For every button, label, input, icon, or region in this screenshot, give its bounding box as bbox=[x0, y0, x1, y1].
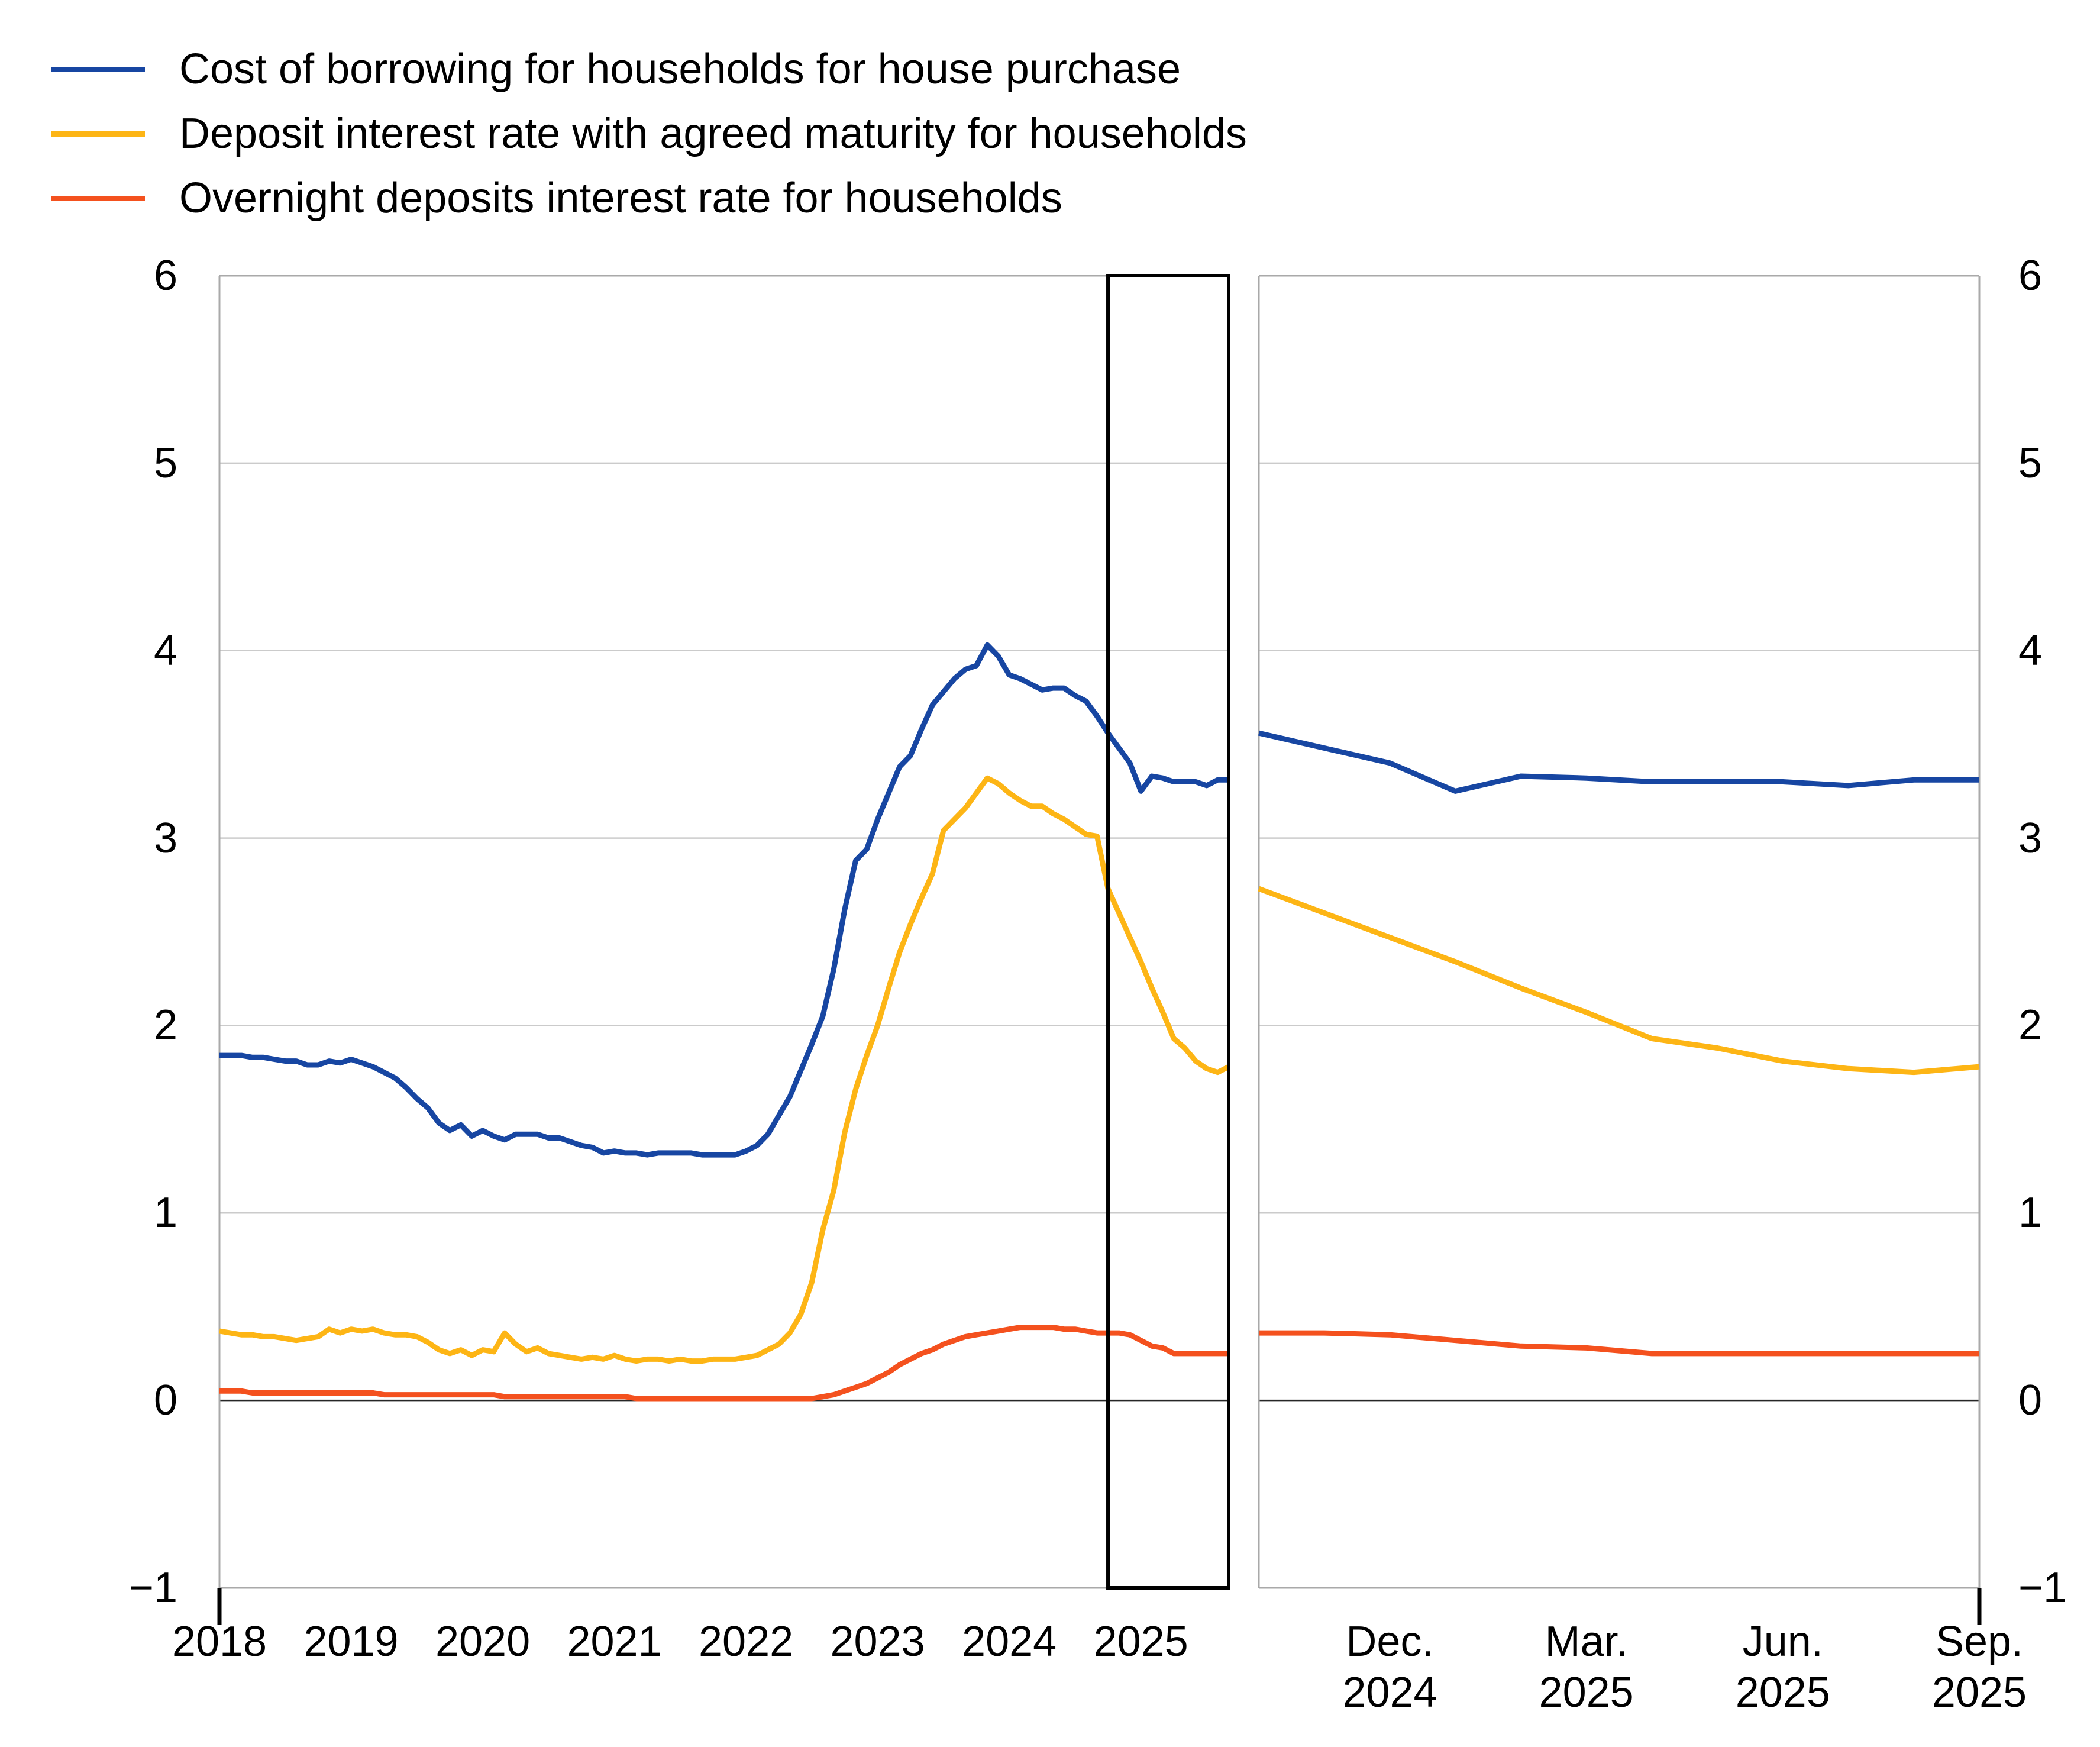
x-tick-label-2020: 2020 bbox=[435, 1618, 531, 1665]
x-tick-label-Dec.-2024: Dec. 2024 bbox=[1342, 1618, 1437, 1716]
legend-item-overnight-deposits: Overnight deposits interest rate for hou… bbox=[51, 170, 1062, 227]
x-tick-label-2022: 2022 bbox=[698, 1618, 794, 1665]
legend-item-cost-of-borrowing: Cost of borrowing for households for hou… bbox=[51, 41, 1181, 98]
legend-label: Overnight deposits interest rate for hou… bbox=[179, 175, 1062, 222]
legend-label: Deposit interest rate with agreed maturi… bbox=[179, 110, 1247, 157]
x-tick-label-2024: 2024 bbox=[962, 1618, 1057, 1665]
x-tick-label-2025: 2025 bbox=[1093, 1618, 1188, 1665]
y-tick-label-right-3: 3 bbox=[2018, 814, 2043, 862]
legend-line-swatch-yellow bbox=[51, 131, 145, 137]
y-tick-label-left-0: 0 bbox=[153, 1377, 177, 1425]
y-tick-label-right-4: 4 bbox=[2018, 627, 2043, 674]
series-line-cost-of-borrowing-panel2 bbox=[1258, 730, 1979, 794]
x-tick-label-Mar.-2025: Mar. 2025 bbox=[1539, 1618, 1634, 1716]
series-line-overnight-deposits-panel1 bbox=[219, 1325, 1229, 1402]
y-tick-label-left-−1: −1 bbox=[128, 1564, 177, 1612]
y-tick-label-right-5: 5 bbox=[2018, 439, 2043, 487]
x-tick-label-2023: 2023 bbox=[830, 1618, 925, 1665]
x-tick-label-2018: 2018 bbox=[172, 1618, 267, 1665]
series-line-cost-of-borrowing-panel1 bbox=[219, 642, 1229, 1158]
y-tick-label-left-1: 1 bbox=[153, 1189, 177, 1237]
y-tick-label-left-2: 2 bbox=[153, 1002, 177, 1050]
y-tick-label-left-3: 3 bbox=[153, 814, 177, 862]
y-tick-label-right-2: 2 bbox=[2018, 1002, 2043, 1050]
x-tick-label-2021: 2021 bbox=[567, 1618, 662, 1665]
series-line-deposit-agreed-maturity-panel2 bbox=[1258, 886, 1980, 1076]
series-line-overnight-deposits-panel2 bbox=[1259, 1330, 1979, 1357]
legend-item-deposit-agreed-maturity: Deposit interest rate with agreed maturi… bbox=[51, 105, 1247, 162]
y-tick-label-left-5: 5 bbox=[153, 439, 177, 487]
x-tick-label-Sep.-2025: Sep. 2025 bbox=[1931, 1618, 2027, 1716]
y-tick-label-right-0: 0 bbox=[2018, 1377, 2043, 1425]
y-tick-label-right-−1: −1 bbox=[2018, 1564, 2067, 1612]
x-tick-label-Jun.-2025: Jun. 2025 bbox=[1735, 1618, 1830, 1716]
series-line-deposit-agreed-maturity-panel1 bbox=[219, 775, 1230, 1364]
y-tick-label-left-6: 6 bbox=[153, 252, 177, 299]
legend-line-swatch-red bbox=[51, 195, 145, 201]
y-tick-label-right-1: 1 bbox=[2018, 1189, 2043, 1237]
legend-line-swatch-blue bbox=[51, 66, 145, 72]
y-tick-label-left-4: 4 bbox=[153, 627, 177, 674]
y-tick-label-right-6: 6 bbox=[2018, 252, 2043, 299]
x-tick-label-2019: 2019 bbox=[303, 1618, 399, 1665]
zoom-region-highlight-box bbox=[1106, 274, 1230, 1590]
legend-label: Cost of borrowing for households for hou… bbox=[179, 46, 1181, 93]
